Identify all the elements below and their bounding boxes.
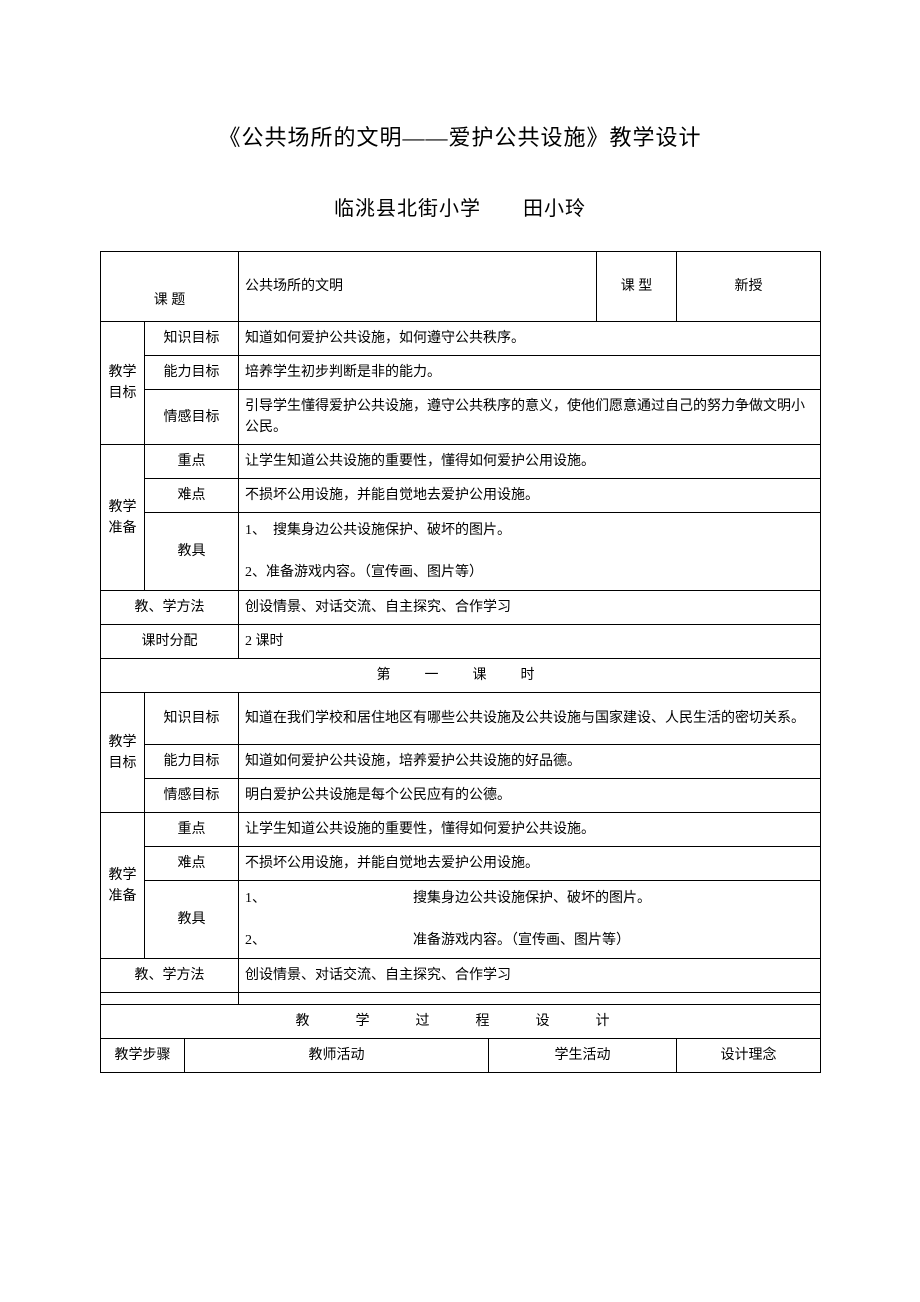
label-process-design: 教 学 过 程 设 计 [101, 1005, 821, 1039]
label-jiaoju-2: 教具 [145, 881, 239, 959]
label-jiaoxue-zhunbei-1: 教学准备 [101, 445, 145, 591]
label-nandian-1: 难点 [145, 479, 239, 513]
document-title: 《公共场所的文明——爱护公共设施》教学设计 [100, 120, 820, 152]
document-subtitle: 临洮县北街小学 田小玲 [100, 192, 820, 221]
value-nengli-1: 培养学生初步判断是非的能力。 [239, 356, 821, 390]
value-fangfa-2: 创设情景、对话交流、自主探究、合作学习 [239, 959, 821, 993]
value-qinggan-1: 引导学生懂得爱护公共设施，遵守公共秩序的意义，使他们愿意通过自己的努力争做文明小… [239, 390, 821, 445]
value-kexing: 新授 [677, 252, 821, 322]
label-jiaoju-1: 教具 [145, 513, 239, 591]
value-qinggan-2: 明白爱护公共设施是每个公民应有的公德。 [239, 779, 821, 813]
spacer-right [239, 993, 821, 1005]
label-nengli-2: 能力目标 [145, 745, 239, 779]
label-zhishi-2: 知识目标 [145, 693, 239, 745]
label-zhishi-1: 知识目标 [145, 322, 239, 356]
label-nandian-2: 难点 [145, 847, 239, 881]
label-jiaoxue-mubiao-1: 教学目标 [101, 322, 145, 445]
label-student-activity: 学生活动 [489, 1039, 677, 1073]
label-teacher-activity: 教师活动 [185, 1039, 489, 1073]
label-keshi: 课时分配 [101, 625, 239, 659]
value-nandian-1: 不损坏公用设施，并能自觉地去爱护公用设施。 [239, 479, 821, 513]
label-zhongdian-2: 重点 [145, 813, 239, 847]
label-fangfa-2: 教、学方法 [101, 959, 239, 993]
document-page: 《公共场所的文明——爱护公共设施》教学设计 临洮县北街小学 田小玲 课 题 公共… [0, 0, 920, 1302]
spacer-left [101, 993, 239, 1005]
label-keti: 课 题 [101, 252, 239, 322]
value-jiaoju-1: 1、 搜集身边公共设施保护、破坏的图片。 2、准备游戏内容。（宣传画、图片等） [239, 513, 821, 591]
value-zhongdian-1: 让学生知道公共设施的重要性，懂得如何爱护公用设施。 [239, 445, 821, 479]
value-fangfa-1: 创设情景、对话交流、自主探究、合作学习 [239, 591, 821, 625]
label-qinggan-2: 情感目标 [145, 779, 239, 813]
value-zhishi-1: 知道如何爱护公共设施，如何遵守公共秩序。 [239, 322, 821, 356]
value-keti: 公共场所的文明 [239, 252, 597, 322]
value-zhishi-2: 知道在我们学校和居住地区有哪些公共设施及公共设施与国家建设、人民生活的密切关系。 [239, 693, 821, 745]
label-design-rationale: 设计理念 [677, 1039, 821, 1073]
value-keshi: 2 课时 [239, 625, 821, 659]
label-first-lesson: 第 一 课 时 [101, 659, 821, 693]
label-jiaoxue-mubiao-2: 教学目标 [101, 693, 145, 813]
label-zhongdian-1: 重点 [145, 445, 239, 479]
lesson-plan-table: 课 题 公共场所的文明 课 型 新授 教学目标 知识目标 知道如何爱护公共设施，… [100, 251, 821, 1073]
label-kexing: 课 型 [597, 252, 677, 322]
value-nengli-2: 知道如何爱护公共设施，培养爱护公共设施的好品德。 [239, 745, 821, 779]
label-jiaoxue-zhunbei-2: 教学准备 [101, 813, 145, 959]
value-jiaoju-2: 1、 搜集身边公共设施保护、破坏的图片。 2、 准备游戏内容。（宣传画、图片等） [239, 881, 821, 959]
value-zhongdian-2: 让学生知道公共设施的重要性，懂得如何爱护公共设施。 [239, 813, 821, 847]
value-nandian-2: 不损坏公用设施，并能自觉地去爱护公用设施。 [239, 847, 821, 881]
label-nengli-1: 能力目标 [145, 356, 239, 390]
label-qinggan-1: 情感目标 [145, 390, 239, 445]
label-step: 教学步骤 [101, 1039, 185, 1073]
label-fangfa-1: 教、学方法 [101, 591, 239, 625]
